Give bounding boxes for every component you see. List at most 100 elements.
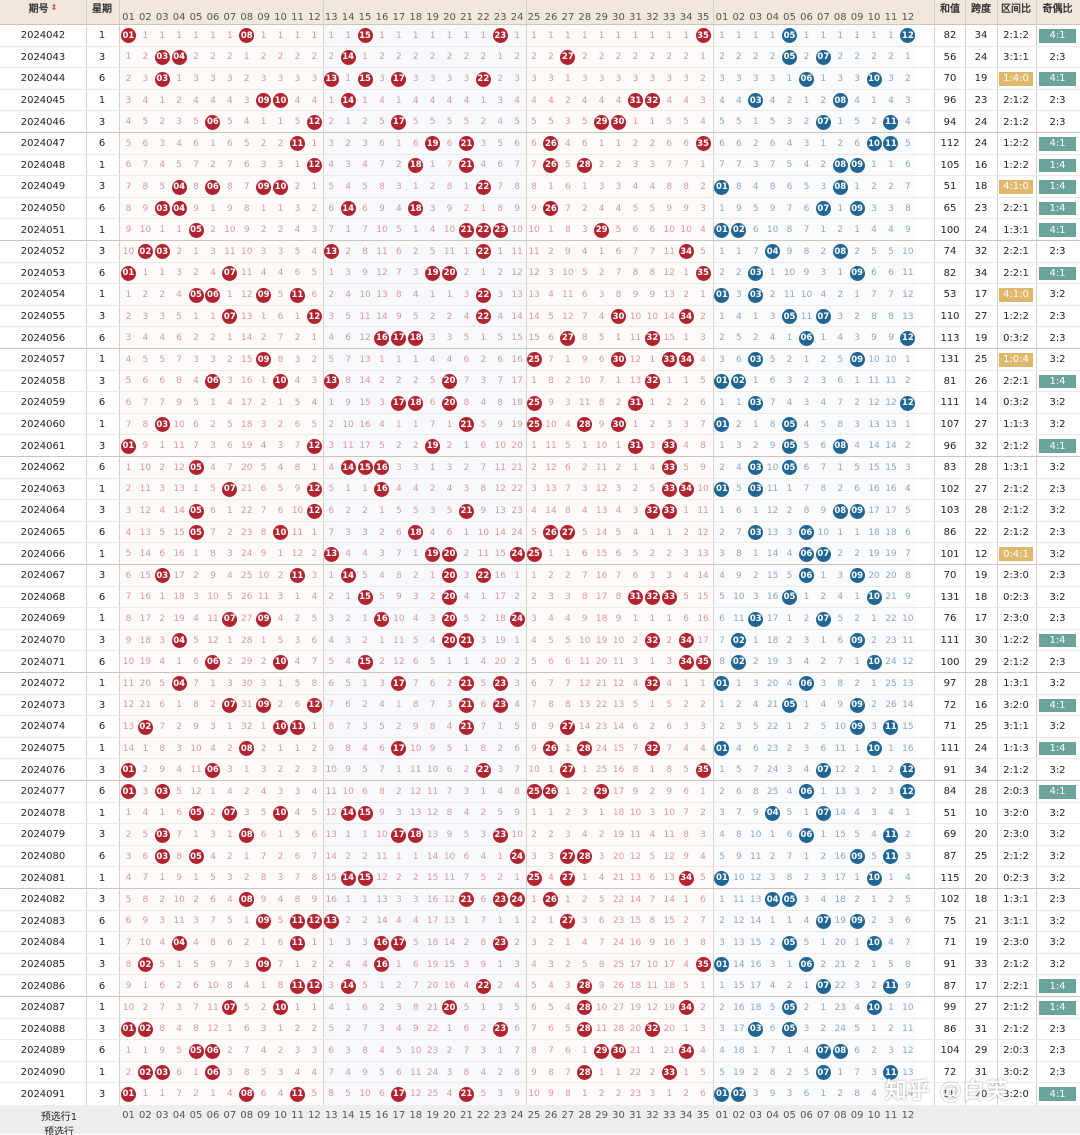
- preselect-blue-number[interactable]: 05: [781, 1105, 798, 1125]
- red-miss-count: 7: [559, 479, 576, 501]
- zone-ratio-value: 0:3:2: [999, 331, 1033, 345]
- preselect-blue-number[interactable]: 07: [815, 1105, 832, 1125]
- preselect-red-number[interactable]: 10: [272, 1105, 289, 1125]
- red-ball-33: 33: [661, 352, 677, 368]
- blue-number-header: 07: [815, 10, 832, 24]
- red-miss-count: 3: [678, 68, 695, 90]
- red-miss-count: 11: [390, 630, 407, 652]
- odd-even-ratio-value: 2:3: [1039, 1044, 1076, 1058]
- preselect-blue-number[interactable]: 08: [832, 1105, 849, 1125]
- preselect-red-number[interactable]: 21: [458, 1105, 475, 1125]
- preselect-red-number[interactable]: 32: [644, 1105, 661, 1125]
- blue-miss-count: 3: [781, 1083, 798, 1105]
- blue-ball-06: 06: [798, 525, 814, 541]
- preselect-blue-number[interactable]: 09: [849, 1105, 866, 1125]
- red-miss-count: 16: [661, 932, 678, 954]
- red-miss-count: 5: [272, 630, 289, 652]
- red-miss-count: 2: [492, 867, 509, 889]
- red-miss-count: 18: [492, 608, 509, 630]
- preselect-red-number[interactable]: 02: [137, 1105, 154, 1125]
- preselect-red-number[interactable]: 04: [171, 1105, 188, 1125]
- preselect-red-number[interactable]: 07: [221, 1105, 238, 1125]
- preselect-red-number[interactable]: 06: [205, 1105, 222, 1125]
- preselect-red-number[interactable]: 23: [492, 1105, 509, 1125]
- blue-miss-count: 10: [899, 241, 916, 263]
- red-miss-count: 3: [154, 479, 171, 501]
- preselect-blue-number[interactable]: 01: [714, 1105, 731, 1125]
- red-miss-count: 7: [543, 1040, 560, 1062]
- preselect-red-number[interactable]: 33: [661, 1105, 678, 1125]
- preselect-blue-number[interactable]: 04: [764, 1105, 781, 1125]
- preselect-red-number[interactable]: 09: [255, 1105, 272, 1125]
- red-miss-count: 6: [374, 738, 391, 760]
- preselect-red-number[interactable]: 27: [559, 1105, 576, 1125]
- red-miss-count: 6: [695, 889, 712, 911]
- blue-miss-count: 1: [747, 111, 764, 133]
- red-miss-count: 4: [289, 90, 306, 112]
- blue-miss-count: 1: [815, 327, 832, 349]
- preselect-blue-number[interactable]: 10: [866, 1105, 883, 1125]
- preselect-red-number[interactable]: 22: [475, 1105, 492, 1125]
- blue-miss-count: 10: [798, 284, 815, 306]
- red-miss-count: 1: [627, 414, 644, 436]
- red-miss-count: 1: [407, 414, 424, 436]
- preselect-blue-number[interactable]: 06: [798, 1105, 815, 1125]
- issue-column-header[interactable]: 期号 ⇕: [0, 0, 86, 15]
- issue-number: 2024082: [0, 889, 86, 911]
- preselect-red-number[interactable]: 30: [610, 1105, 627, 1125]
- preselect-red-number[interactable]: 03: [154, 1105, 171, 1125]
- preselect-red-number[interactable]: 14: [340, 1105, 357, 1125]
- blue-miss-count: 2: [815, 651, 832, 673]
- blue-miss-count: 4: [730, 457, 747, 479]
- preselect-red-number[interactable]: 16: [374, 1105, 391, 1125]
- preselect-red-number[interactable]: 29: [593, 1105, 610, 1125]
- red-ball-21: 21: [458, 503, 474, 519]
- red-miss-count: 1: [458, 25, 475, 47]
- odd-even-ratio-value: 2:3: [1039, 1066, 1076, 1080]
- preselect-red-number[interactable]: 34: [678, 1105, 695, 1125]
- weekday: 1: [86, 479, 118, 501]
- preselect-blue-number[interactable]: 11: [883, 1105, 900, 1125]
- preselect-red-number[interactable]: 01: [120, 1105, 137, 1125]
- red-ball-21: 21: [458, 136, 474, 152]
- preselect-red-number[interactable]: 24: [509, 1105, 526, 1125]
- red-miss-count: 25: [610, 954, 627, 976]
- preselect-red-number[interactable]: 15: [357, 1105, 374, 1125]
- red-miss-count: 2: [678, 911, 695, 933]
- red-miss-count: 4: [509, 695, 526, 717]
- red-miss-count: 10: [374, 824, 391, 846]
- red-miss-count: 2: [171, 975, 188, 997]
- red-ball-14: 14: [340, 568, 356, 584]
- red-miss-count: 3: [323, 133, 340, 155]
- red-ball-31: 31: [627, 438, 643, 454]
- preselect-red-number[interactable]: 11: [289, 1105, 306, 1125]
- red-ball-21: 21: [458, 719, 474, 735]
- preselect-red-number[interactable]: 18: [407, 1105, 424, 1125]
- preselect-red-number[interactable]: 25: [526, 1105, 543, 1125]
- preselect-blue-number[interactable]: 02: [730, 1105, 747, 1125]
- red-ball-08: 08: [239, 28, 255, 44]
- red-miss-count: 13: [492, 500, 509, 522]
- preselect-red-number[interactable]: 26: [543, 1105, 560, 1125]
- preselect-red-number[interactable]: 05: [188, 1105, 205, 1125]
- red-miss-count: 1: [205, 306, 222, 328]
- preselect-blue-number[interactable]: 12: [899, 1105, 916, 1125]
- preselect-red-number[interactable]: 28: [576, 1105, 593, 1125]
- preselect-red-number[interactable]: 17: [390, 1105, 407, 1125]
- preselect-red-number[interactable]: 13: [323, 1105, 340, 1125]
- preselect-red-number[interactable]: 35: [695, 1105, 712, 1125]
- red-miss-count: 2: [255, 651, 272, 673]
- preselect-blue-number[interactable]: 03: [747, 1105, 764, 1125]
- preselect-red-number[interactable]: 31: [627, 1105, 644, 1125]
- preselect-red-number[interactable]: 20: [441, 1105, 458, 1125]
- preselect-red-number[interactable]: 08: [238, 1105, 255, 1125]
- red-miss-count: 5: [120, 889, 137, 911]
- span-value: 30: [965, 630, 997, 652]
- red-miss-count: 1: [424, 284, 441, 306]
- blue-miss-count: 26: [883, 695, 900, 717]
- red-miss-count: 17: [357, 435, 374, 457]
- preselect-red-number[interactable]: 19: [424, 1105, 441, 1125]
- preselect-red-number[interactable]: 12: [306, 1105, 323, 1125]
- red-miss-count: 12: [627, 349, 644, 371]
- sort-updown-icon[interactable]: ⇕: [51, 3, 58, 12]
